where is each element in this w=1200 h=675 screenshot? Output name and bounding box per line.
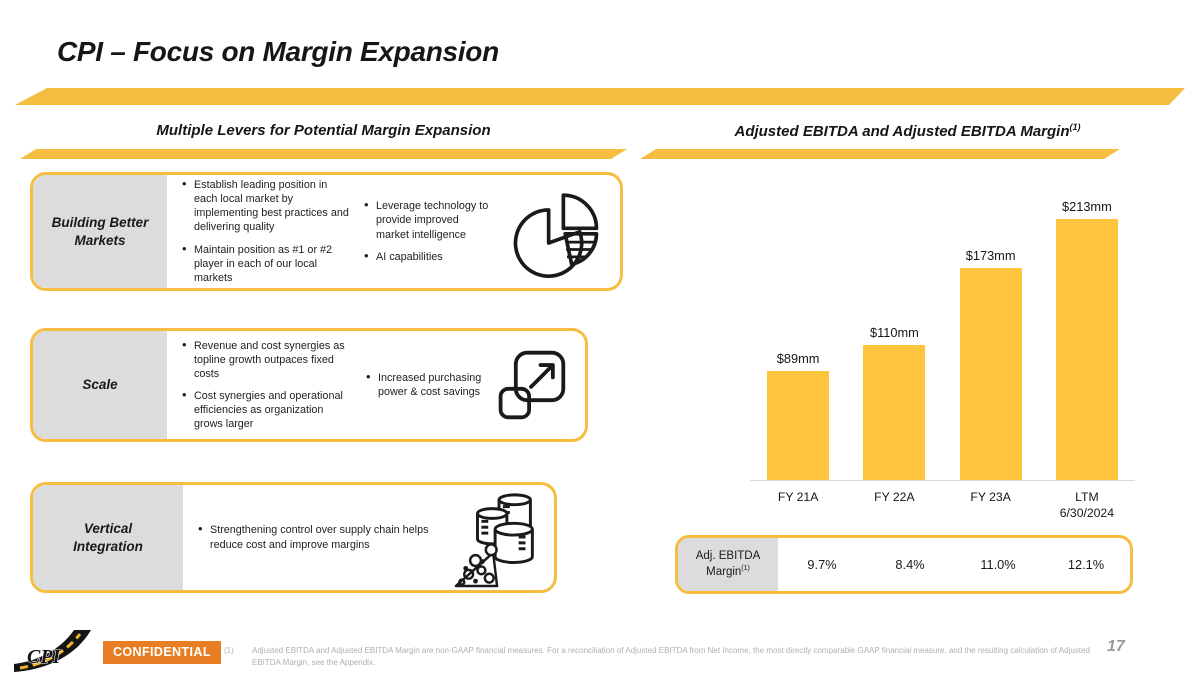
axis-label-fy23a: FY 23A [970,490,1011,504]
bullet-list: Establish leading position in each local… [181,175,353,288]
bar-value-label: $89mm [776,351,820,366]
page-title: CPI – Focus on Margin Expansion [57,36,499,67]
footnote: (1) Adjusted EBITDA and Adjusted EBITDA … [224,645,1102,670]
bar-column-fy21a: $89mm [750,190,846,480]
lever-box-building-better-markets: Building Better Markets Establish leadin… [30,172,623,291]
pie-chart-icon [510,186,602,278]
bullet-item: Increased purchasing power & cost saving… [365,369,489,399]
lever-content: Strengthening control over supply chain … [183,485,554,590]
left-section-header: Multiple Levers for Potential Margin Exp… [156,122,491,139]
bar-column-fy23a: $173mm [943,190,1039,480]
margin-row-label: Adj. EBITDA Margin(1) [678,538,778,591]
ebitda-bar-chart: $89mm $110mm $173mm $213mm [750,190,1135,481]
bar-fy21a [767,371,830,480]
right-section-header: Adjusted EBITDA and Adjusted EBITDA Marg… [734,122,1081,140]
bullet-item: Leverage technology to provide improved … [363,197,489,241]
page-number: 17 [1107,638,1125,655]
axis-label-ltm: LTM 6/30/2024 [1059,490,1114,521]
lever-box-vertical-integration: Vertical Integration Strengthening contr… [30,482,557,593]
bullet-list: Increased purchasing power & cost saving… [365,363,489,407]
lever-box-scale: Scale Revenue and cost synergies as topl… [30,328,588,442]
bullet-list: Leverage technology to provide improved … [363,191,489,271]
footnote-reference: (1) [1069,122,1081,132]
left-section-divider [20,149,627,159]
adj-ebitda-margin-table: Adj. EBITDA Margin(1) 9.7% 8.4% 11.0% 12… [675,535,1133,594]
axis-label-fy21a: FY 21A [777,490,819,504]
title-accent-bar [15,88,1185,105]
bullet-item: Strengthening control over supply chain … [197,521,452,551]
scale-expand-icon [493,344,569,426]
cpi-logo: CPI [12,628,96,673]
bar-value-label: $110mm [869,325,919,340]
margin-value-fy22a: 8.4% [895,557,925,572]
bar-fy23a [959,268,1022,480]
margin-value-fy23a: 11.0% [980,557,1016,572]
bullet-item: Establish leading position in each local… [181,176,353,234]
bar-fy22a [863,345,926,480]
bullet-item: Revenue and cost synergies as topline gr… [181,337,353,381]
lever-label: Scale [33,331,167,439]
confidential-badge: CONFIDENTIAL [103,641,221,664]
right-section-divider [640,149,1120,159]
tanks-and-aggregate-icon [452,486,550,590]
lever-content: Revenue and cost synergies as topline gr… [167,331,585,439]
bullet-item: Cost synergies and operational efficienc… [181,387,353,431]
bar-value-label: $173mm [965,248,1016,263]
axis-label-fy22a: FY 22A [874,490,915,504]
bar-ltm [1055,219,1118,480]
bullet-list: Strengthening control over supply chain … [197,515,452,559]
lever-content: Establish leading position in each local… [167,175,620,288]
footnote-text: Adjusted EBITDA and Adjusted EBITDA Marg… [252,646,1090,668]
footnote-reference: (1) [741,565,750,573]
bullet-item: Maintain position as #1 or #2 player in … [181,241,353,285]
bullet-list: Revenue and cost synergies as topline gr… [181,331,353,439]
bar-column-fy22a: $110mm [846,190,942,480]
lever-label: Building Better Markets [33,175,167,288]
logo-text: CPI [27,646,62,668]
chart-x-axis-labels: FY 21A FY 22A FY 23A LTM 6/30/2024 [750,489,1135,522]
footnote-marker: (1) [224,646,234,655]
bar-column-ltm: $213mm [1039,190,1135,480]
bullet-item: AI capabilities [363,248,489,265]
margin-value-fy21a: 9.7% [807,557,837,572]
bar-value-label: $213mm [1061,199,1112,214]
lever-label: Vertical Integration [33,485,183,590]
margin-value-ltm: 12.1% [1067,557,1105,572]
